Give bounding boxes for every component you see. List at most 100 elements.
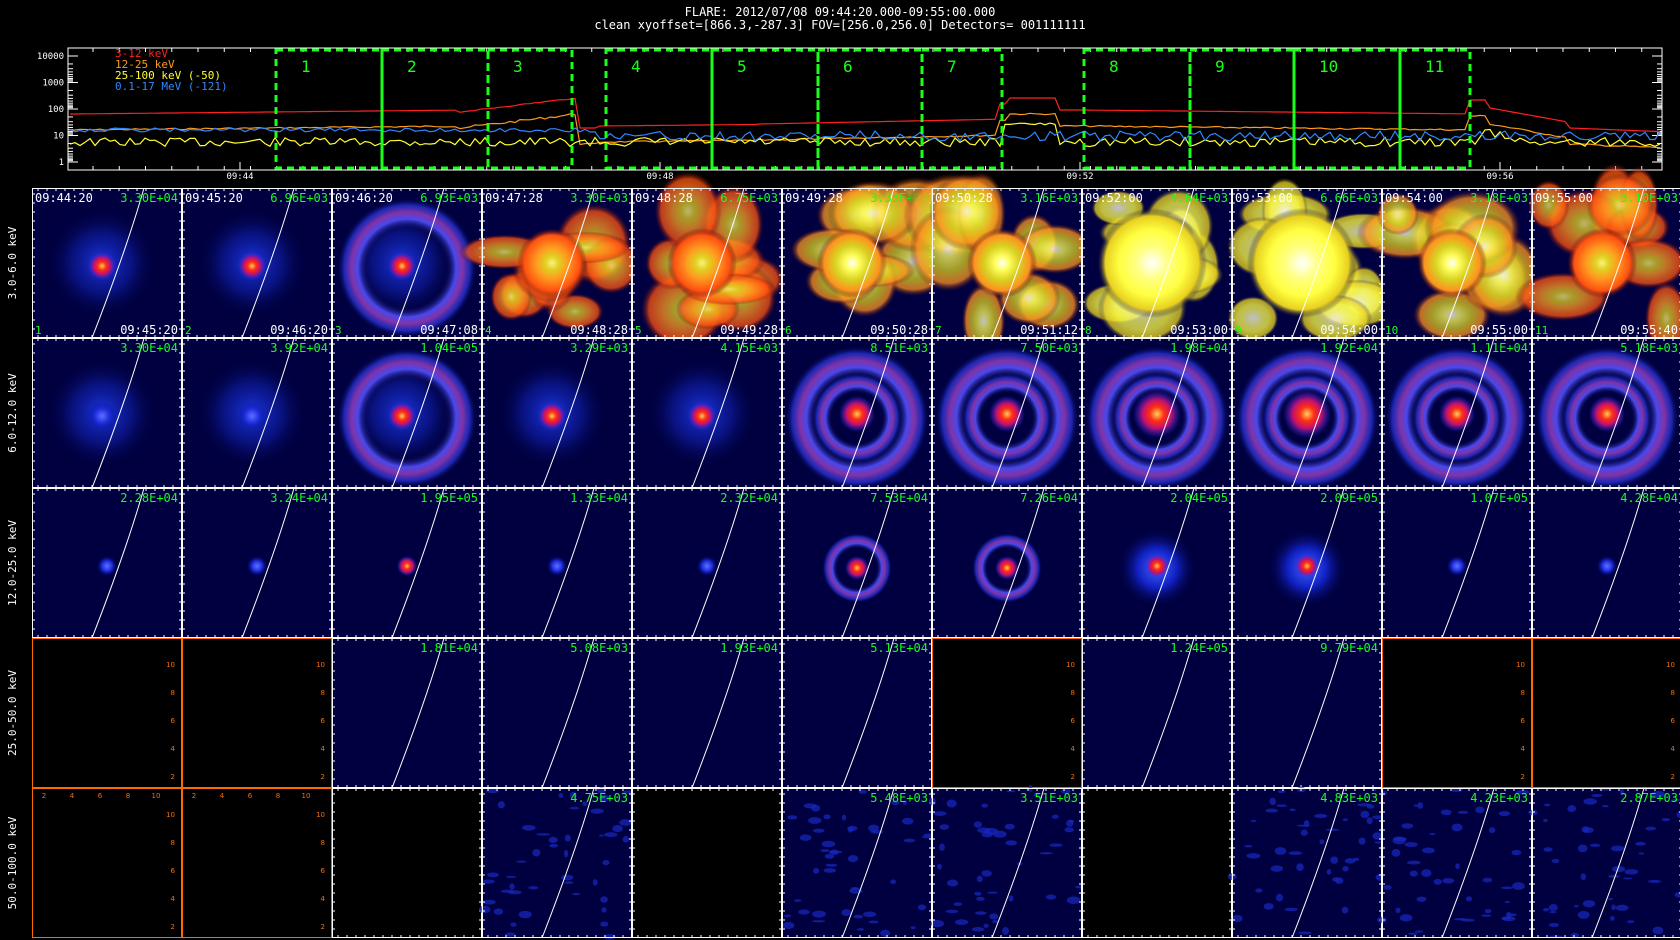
noise-speckle <box>548 836 558 843</box>
noise-speckle <box>509 883 515 890</box>
empty-axis-tick-label: 10 <box>1066 661 1075 669</box>
solar-limb <box>841 787 895 939</box>
noise-speckle <box>1421 869 1432 877</box>
peak-value: 3.18E+03 <box>1470 191 1528 205</box>
solar-limb <box>1591 787 1645 939</box>
noise-speckle <box>1289 808 1296 812</box>
panel-number: 5 <box>635 324 642 337</box>
panel-background <box>932 638 1082 788</box>
start-time: 09:47:28 <box>485 191 543 205</box>
panel-background <box>32 788 182 938</box>
image-panel: 2.09E+05 <box>1232 487 1382 639</box>
noise-speckle <box>1342 865 1349 872</box>
noise-speckle <box>1451 823 1463 832</box>
noise-speckle <box>582 801 588 807</box>
noise-speckle <box>510 922 517 927</box>
image-panel: 2 4 6 8 10 <box>32 638 182 788</box>
noise-speckle <box>820 849 830 852</box>
panel-frame <box>782 488 932 638</box>
noise-speckle <box>600 896 608 903</box>
image-panel: 2 4 6 8 10 <box>182 638 332 788</box>
lightcurve-trace-3 <box>69 122 1661 148</box>
panel-frame <box>632 488 782 638</box>
noise-speckle <box>507 890 522 895</box>
image-panel: 2.32E+04 <box>632 487 782 639</box>
image-panel: 4.75E+03 <box>478 787 636 940</box>
noise-speckle <box>1676 811 1680 818</box>
panel-number: 9 <box>1235 324 1242 337</box>
image-panel: 2.87E+03 <box>1528 787 1680 939</box>
image-panel: 4.15E+03 <box>632 337 782 489</box>
solar-limb <box>1441 187 1495 339</box>
emission-core <box>817 228 887 298</box>
legend-entry: 3-12 keV <box>115 47 168 60</box>
panel-frame <box>1382 488 1532 638</box>
noise-speckle <box>853 914 864 919</box>
noise-speckle <box>1674 891 1680 898</box>
noise-speckle <box>1591 793 1603 797</box>
interval-box <box>710 48 820 170</box>
noise-speckle <box>910 926 916 930</box>
peak-value: 6.96E+03 <box>270 191 328 205</box>
peak-value: 1.24E+05 <box>1170 641 1228 655</box>
panel-frame <box>482 638 632 788</box>
emission-patch <box>929 172 1005 251</box>
panel-frame <box>782 638 932 788</box>
start-time: 09:45:20 <box>185 191 243 205</box>
noise-speckle <box>1392 836 1406 845</box>
peak-value: 9.79E+04 <box>1320 641 1378 655</box>
noise-speckle <box>1244 845 1253 848</box>
panel-background <box>182 638 332 788</box>
noise-speckle <box>902 800 907 805</box>
noise-speckle <box>1409 870 1418 877</box>
peak-value: 3.30E+03 <box>570 191 628 205</box>
peak-value: 4.23E+03 <box>1470 791 1528 805</box>
empty-axis-tick-label: 4 <box>171 745 176 753</box>
panel-frame <box>1382 338 1532 488</box>
image-panel: 4.28E+04 <box>1532 487 1680 639</box>
emission-core <box>1597 556 1617 576</box>
image-panel: 3.29E+03 <box>482 337 632 489</box>
noise-speckle <box>1457 810 1469 814</box>
empty-axis-tick-label: 10 <box>166 661 175 669</box>
empty-axis-tick-label: 4 <box>321 895 326 903</box>
noise-speckle <box>974 911 987 915</box>
panel-number: 11 <box>1535 324 1548 337</box>
peak-value: 3.10E+03 <box>1620 191 1678 205</box>
empty-axis-tick-label: 2 <box>171 773 175 781</box>
noise-speckle <box>497 801 505 809</box>
noise-speckle <box>1303 820 1310 828</box>
panel-frame <box>1532 188 1680 338</box>
noise-speckle <box>937 863 943 870</box>
noise-speckle <box>1583 798 1598 805</box>
peak-value: 5.48E+03 <box>870 791 928 805</box>
noise-speckle <box>1511 849 1522 856</box>
panel-background <box>332 638 482 788</box>
panel-frame <box>332 788 482 938</box>
panel-background <box>482 638 632 788</box>
panel-frame <box>1382 638 1532 788</box>
noise-speckle <box>973 821 982 828</box>
solar-limb <box>991 337 1045 489</box>
peak-value: 7.26E+04 <box>1020 491 1078 505</box>
panel-background <box>482 788 632 938</box>
emission-core <box>247 556 267 576</box>
emission-core <box>688 402 716 430</box>
lightcurve-trace-4 <box>69 127 1661 142</box>
noise-speckle <box>1408 932 1418 935</box>
noise-speckle <box>1344 858 1356 864</box>
noise-speckle <box>1066 819 1074 827</box>
panel-number: 3 <box>335 324 342 337</box>
noise-speckle <box>528 886 539 890</box>
start-time: 09:49:28 <box>785 191 843 205</box>
image-panel <box>1082 788 1232 938</box>
noise-speckle <box>1488 827 1496 834</box>
noise-speckle <box>1611 904 1616 911</box>
noise-speckle <box>1577 910 1590 919</box>
noise-speckle <box>1406 860 1421 865</box>
peak-value: 1.81E+04 <box>420 641 478 655</box>
noise-speckle <box>1440 809 1452 816</box>
panel-number: 1 <box>35 324 42 337</box>
noise-speckle <box>522 824 536 831</box>
noise-speckle <box>976 875 983 883</box>
